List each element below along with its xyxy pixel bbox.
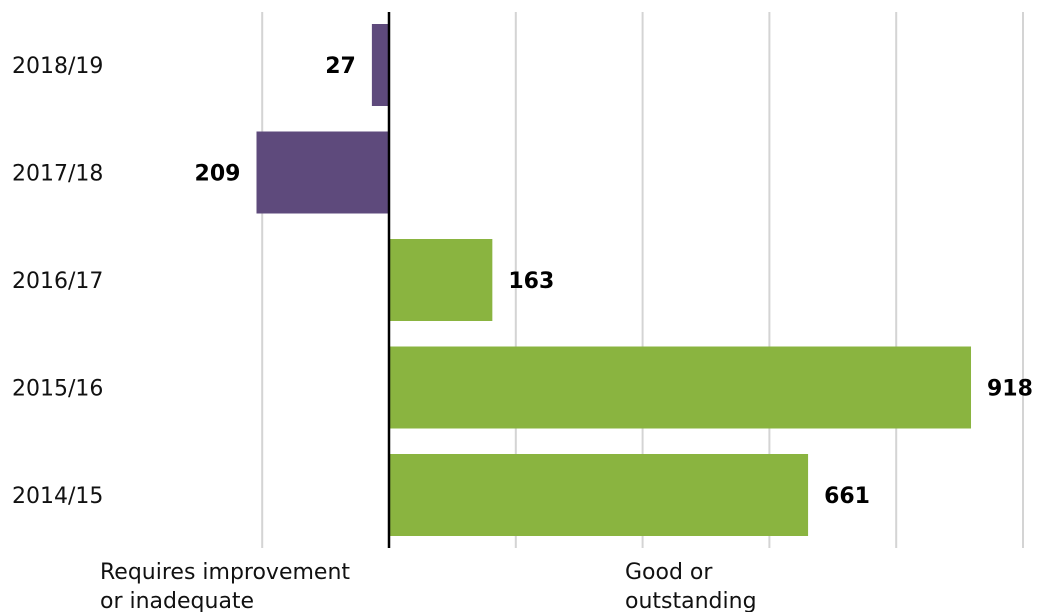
gridlines <box>261 12 1024 548</box>
labels: 2018/19 27 2017/18 209 2016/17 163 2015/16 918 2… <box>12 54 1033 509</box>
value-label: 27 <box>325 54 356 79</box>
bar-2017-18 <box>256 131 389 214</box>
value-label: 163 <box>508 269 554 294</box>
bar-2015-16 <box>389 346 972 429</box>
bar-2014-15 <box>389 454 809 536</box>
positive-axis-label-line1: Good or <box>625 560 713 585</box>
value-label: 918 <box>987 377 1033 402</box>
category-label: 2014/15 <box>12 484 103 509</box>
bar-2018-19 <box>371 24 389 106</box>
category-label: 2015/16 <box>12 377 103 402</box>
value-label: 661 <box>824 484 870 509</box>
bars <box>256 24 972 536</box>
value-label: 209 <box>195 162 241 187</box>
bar-2016-17 <box>389 239 493 321</box>
category-label: 2016/17 <box>12 269 103 294</box>
negative-axis-label-line1: Requires improvement <box>100 560 350 585</box>
category-label: 2017/18 <box>12 162 103 187</box>
axis-labels: Requires improvement or inadequate Good … <box>100 560 757 612</box>
negative-axis-label-line2: or inadequate <box>100 589 254 612</box>
positive-axis-label-line2: outstanding <box>625 589 757 612</box>
category-label: 2018/19 <box>12 54 103 79</box>
